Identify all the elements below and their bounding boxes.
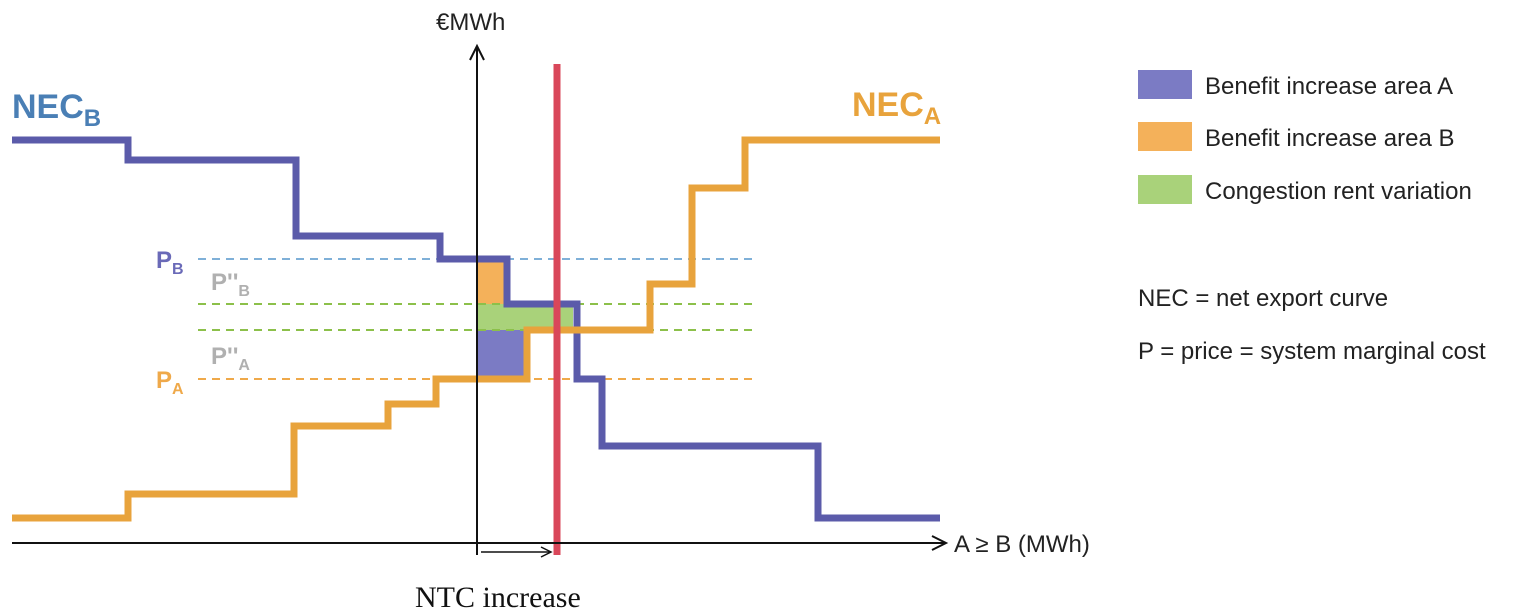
legend-label-area-b: Benefit increase area B: [1205, 125, 1454, 152]
price-label-pa: PA: [156, 367, 184, 398]
price-label-pb: PB: [156, 247, 184, 278]
nec-a-label: NECA: [852, 86, 941, 130]
nec-b-curve: [12, 136, 940, 522]
nec-b-label: NECB: [12, 88, 101, 132]
legend-swatch-area-a: [1138, 70, 1192, 99]
ntc-arrow-head: [540, 546, 553, 558]
x-axis-label: A ≥ B (MWh): [954, 531, 1090, 558]
legend-swatch-area-b: [1138, 122, 1192, 151]
legend-label-area-a: Benefit increase area A: [1205, 73, 1453, 100]
legend: Benefit increase area A Benefit increase…: [1138, 70, 1486, 365]
nec-a-curve: [12, 136, 940, 522]
y-axis-label: €MWh: [436, 9, 505, 36]
y-axis-arrowhead: [469, 43, 485, 61]
benefit-area-b-fill: [477, 259, 507, 304]
legend-swatch-congestion: [1138, 175, 1192, 204]
x-axis-arrowhead: [931, 535, 949, 551]
legend-note-nec: NEC = net export curve: [1138, 285, 1388, 312]
benefit-area-a-fill: [477, 330, 527, 379]
price-label-p2a: P''A: [211, 343, 250, 374]
legend-label-congestion: Congestion rent variation: [1205, 178, 1472, 205]
price-label-p2b: P''B: [211, 269, 250, 300]
legend-note-price: P = price = system marginal cost: [1138, 338, 1486, 365]
ntc-increase-label: NTC increase: [415, 581, 581, 612]
